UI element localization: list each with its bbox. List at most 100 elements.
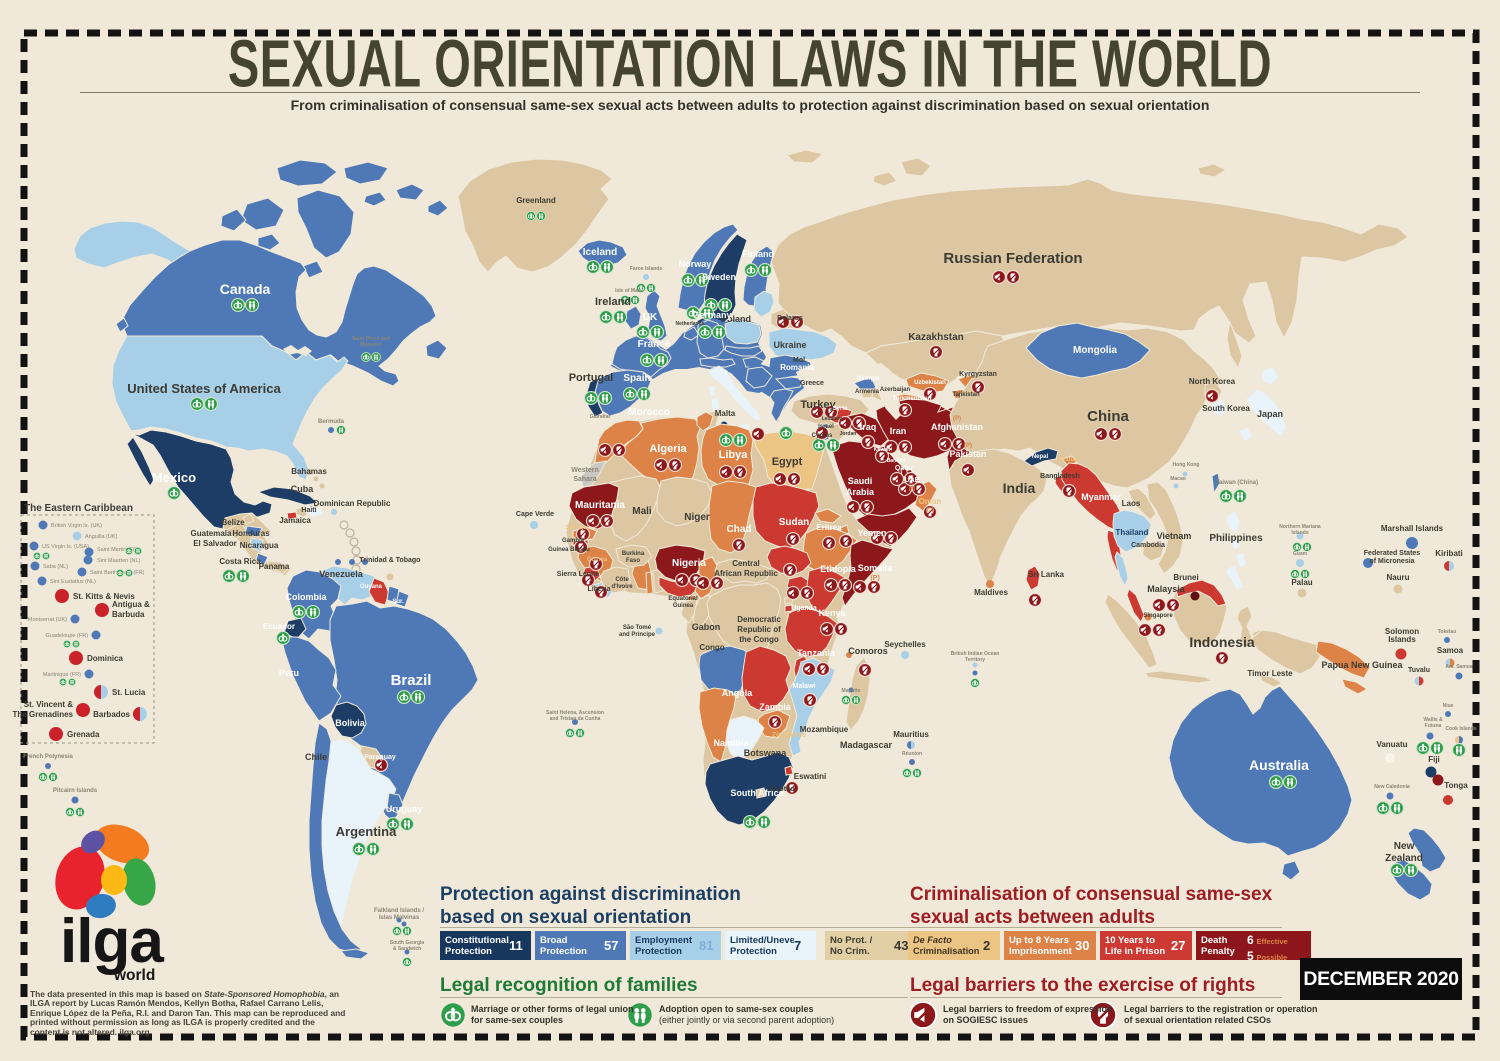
svg-text:Canada: Canada bbox=[220, 281, 271, 297]
svg-text:Qatar: Qatar bbox=[895, 465, 914, 472]
svg-text:and Príncipe: and Príncipe bbox=[619, 632, 656, 638]
svg-text:Guinea: Guinea bbox=[673, 603, 694, 609]
svg-text:Angola: Angola bbox=[722, 688, 753, 698]
svg-text:Adoption open to same-sex coup: Adoption open to same-sex couples bbox=[659, 1004, 814, 1014]
svg-text:Saint Helena, Ascension: Saint Helena, Ascension bbox=[546, 710, 604, 716]
svg-text:Romania: Romania bbox=[780, 363, 814, 372]
svg-text:Réunion: Réunion bbox=[902, 751, 922, 757]
svg-text:Comoros: Comoros bbox=[848, 646, 888, 656]
svg-text:UAE: UAE bbox=[905, 477, 920, 484]
svg-text:Anguilla (UK): Anguilla (UK) bbox=[85, 534, 118, 540]
svg-text:Zimbabwe: Zimbabwe bbox=[772, 732, 806, 739]
svg-text:US Virgin Is. (USA): US Virgin Is. (USA) bbox=[42, 544, 89, 550]
svg-text:Zealand: Zealand bbox=[1385, 853, 1423, 864]
svg-text:Islands: Islands bbox=[1291, 530, 1308, 536]
svg-text:Myanmar: Myanmar bbox=[1081, 492, 1121, 502]
svg-text:Namibia: Namibia bbox=[713, 738, 749, 748]
svg-text:Arabia: Arabia bbox=[846, 487, 875, 497]
svg-text:Jamaica: Jamaica bbox=[279, 516, 311, 525]
svg-text:South Korea: South Korea bbox=[1202, 404, 1250, 413]
svg-text:Egypt: Egypt bbox=[772, 456, 803, 468]
svg-text:African Republic: African Republic bbox=[714, 569, 778, 578]
svg-text:Saudi: Saudi bbox=[848, 476, 873, 486]
svg-text:Nicaragua: Nicaragua bbox=[240, 541, 279, 550]
svg-text:Sur.: Sur. bbox=[392, 599, 404, 605]
svg-text:São Tomé: São Tomé bbox=[623, 625, 652, 631]
svg-text:Samoa: Samoa bbox=[1437, 646, 1464, 655]
svg-text:Honduras: Honduras bbox=[232, 529, 270, 538]
svg-text:UK: UK bbox=[643, 312, 658, 323]
svg-text:St. Lucia: St. Lucia bbox=[112, 688, 146, 697]
svg-text:Bahrain: Bahrain bbox=[887, 458, 906, 464]
svg-text:Australia: Australia bbox=[1249, 757, 1309, 773]
svg-text:Gabon: Gabon bbox=[692, 622, 721, 632]
svg-text:Republic of: Republic of bbox=[737, 625, 781, 634]
svg-text:Senegal: Senegal bbox=[565, 525, 588, 531]
svg-text:Saint Martin (FR): Saint Martin (FR) bbox=[97, 547, 139, 553]
svg-text:Oman: Oman bbox=[919, 497, 942, 506]
svg-text:Grenada: Grenada bbox=[67, 730, 100, 739]
svg-text:Solomon: Solomon bbox=[1385, 627, 1419, 636]
svg-text:France: France bbox=[638, 339, 671, 350]
svg-text:Eritrea: Eritrea bbox=[816, 523, 842, 532]
svg-text:Legal barriers to freedom of e: Legal barriers to freedom of expression bbox=[943, 1004, 1113, 1014]
svg-text:Territory: Territory bbox=[965, 657, 985, 663]
svg-text:Paraguay: Paraguay bbox=[364, 754, 396, 761]
svg-text:Mol.: Mol. bbox=[793, 357, 807, 364]
svg-text:Congo: Congo bbox=[699, 643, 724, 652]
svg-text:Faso: Faso bbox=[626, 558, 640, 564]
svg-text:Miquelon: Miquelon bbox=[360, 342, 382, 348]
svg-text:Faroe Islands: Faroe Islands bbox=[630, 266, 662, 272]
svg-text:Russian Federation: Russian Federation bbox=[943, 250, 1082, 267]
svg-text:Laos: Laos bbox=[1122, 499, 1141, 508]
svg-text:Timor Leste: Timor Leste bbox=[1247, 669, 1293, 678]
svg-text:Dominica: Dominica bbox=[87, 654, 124, 663]
svg-text:Somalia: Somalia bbox=[858, 563, 894, 573]
svg-text:Bangladesh: Bangladesh bbox=[1040, 473, 1080, 480]
svg-text:Cambodia: Cambodia bbox=[1131, 542, 1165, 549]
svg-text:Malta: Malta bbox=[715, 409, 736, 418]
svg-text:Tonga: Tonga bbox=[1444, 781, 1468, 790]
svg-text:Seychelles: Seychelles bbox=[884, 640, 926, 649]
svg-text:Vietnam: Vietnam bbox=[1157, 531, 1192, 541]
svg-text:Kuwait: Kuwait bbox=[874, 447, 891, 453]
svg-text:Ukraine: Ukraine bbox=[773, 340, 806, 350]
svg-text:British Virgin Is. (UK): British Virgin Is. (UK) bbox=[51, 523, 102, 529]
svg-text:Islas Malvinas: Islas Malvinas bbox=[379, 915, 420, 921]
svg-text:Equatorial: Equatorial bbox=[668, 596, 698, 602]
svg-text:Barbuda: Barbuda bbox=[112, 610, 145, 619]
svg-text:Cook Islands: Cook Islands bbox=[1445, 726, 1476, 732]
svg-text:and Tristan da Cunha: and Tristan da Cunha bbox=[550, 716, 601, 722]
svg-text:Lebanon: Lebanon bbox=[822, 416, 843, 422]
svg-text:Barbados: Barbados bbox=[93, 710, 130, 719]
svg-text:Saba (NL): Saba (NL) bbox=[43, 564, 68, 570]
svg-text:Morocco: Morocco bbox=[628, 407, 670, 418]
svg-text:Pitcairn Islands: Pitcairn Islands bbox=[53, 788, 98, 794]
svg-text:Armenia: Armenia bbox=[855, 389, 880, 395]
svg-text:(P): (P) bbox=[964, 443, 972, 449]
svg-text:of sexual orientation related: of sexual orientation related CSOs bbox=[1124, 1015, 1271, 1025]
svg-text:Brunei: Brunei bbox=[1173, 573, 1198, 582]
svg-text:China: China bbox=[1087, 408, 1129, 425]
svg-text:Malawi: Malawi bbox=[793, 683, 816, 690]
svg-text:Georgia: Georgia bbox=[857, 376, 880, 382]
svg-text:Azerbaijan: Azerbaijan bbox=[880, 387, 911, 393]
svg-text:Portugal: Portugal bbox=[569, 372, 614, 384]
svg-text:Sint Maarten (NL): Sint Maarten (NL) bbox=[97, 558, 141, 564]
svg-text:St. Vincent &: St. Vincent & bbox=[24, 700, 73, 709]
svg-text:Guatemala: Guatemala bbox=[191, 529, 232, 538]
svg-text:Dominican Republic: Dominican Republic bbox=[314, 499, 391, 508]
svg-text:Marriage or other forms of leg: Marriage or other forms of legal union bbox=[471, 1004, 634, 1014]
svg-text:Bahamas: Bahamas bbox=[291, 467, 327, 476]
svg-text:Chad: Chad bbox=[727, 524, 752, 535]
svg-text:(P): (P) bbox=[870, 575, 879, 582]
svg-text:Fiji: Fiji bbox=[1428, 755, 1440, 764]
svg-text:Yemen: Yemen bbox=[857, 528, 886, 538]
svg-text:Falkland Islands /: Falkland Islands / bbox=[374, 908, 424, 914]
svg-text:Tokelau: Tokelau bbox=[1438, 629, 1457, 635]
svg-text:Finland: Finland bbox=[742, 249, 774, 259]
svg-text:New Caledonia: New Caledonia bbox=[1374, 784, 1410, 790]
svg-text:Kyrgyzstan: Kyrgyzstan bbox=[959, 371, 997, 378]
svg-text:Federated States: Federated States bbox=[1364, 550, 1421, 557]
svg-text:Uganda: Uganda bbox=[791, 605, 817, 612]
